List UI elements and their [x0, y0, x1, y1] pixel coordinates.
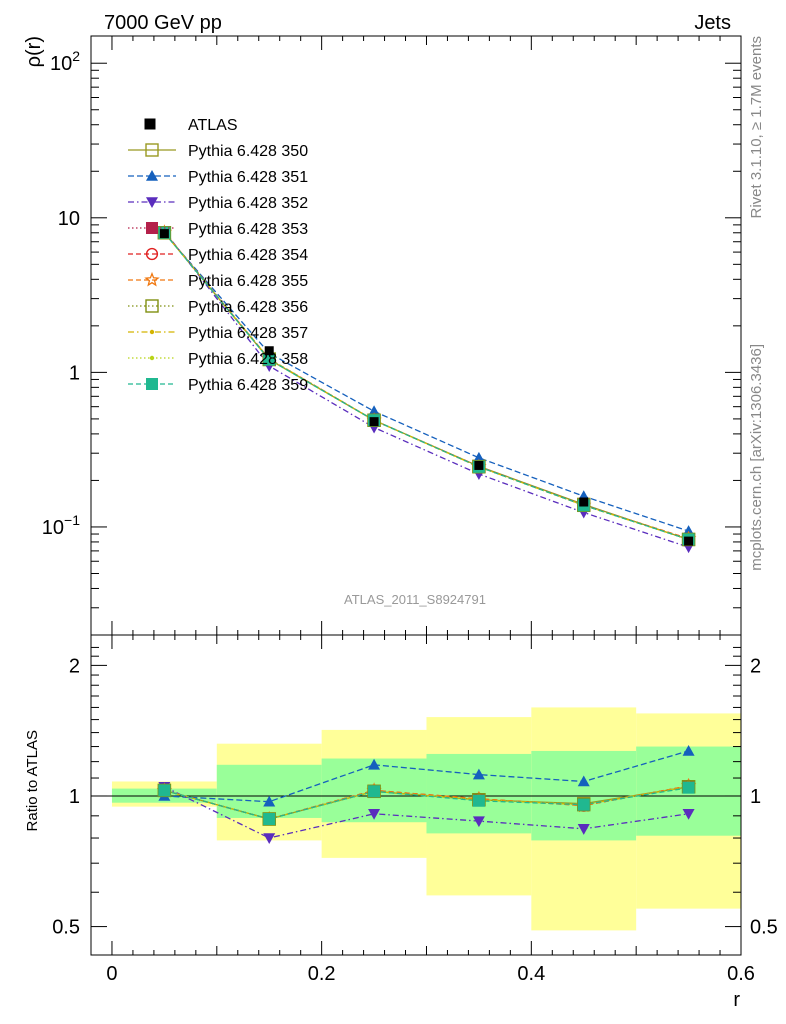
marker: [474, 460, 484, 470]
marker: [682, 781, 695, 794]
legend-label: Pythia 6.428 354: [188, 247, 308, 264]
main-series: [156, 224, 697, 554]
legend-label: Pythia 6.428 350: [188, 143, 308, 160]
marker: [368, 758, 381, 770]
marker: [577, 824, 590, 835]
ratio-y-label: Ratio to ATLAS: [24, 730, 41, 831]
series-line: [163, 232, 689, 541]
marker: [146, 170, 158, 181]
marker: [577, 775, 590, 787]
marker: [263, 353, 276, 366]
y-tick-label: 1: [69, 362, 80, 384]
header-right: Jets: [694, 12, 731, 34]
y-tick-label: 2: [69, 655, 80, 677]
marker: [149, 329, 155, 335]
marker: [145, 299, 159, 313]
legend-label: Pythia 6.428 351: [188, 169, 308, 186]
series-line: [163, 232, 689, 532]
series-line: [164, 787, 689, 820]
legend-label: Pythia 6.428 358: [188, 351, 308, 368]
y-tick-label: 102: [50, 48, 80, 75]
marker: [579, 497, 589, 507]
x-tick-label: 0: [106, 963, 117, 985]
marker: [263, 833, 276, 845]
side-label-top: Rivet 3.1.10, ≥ 1.7M events: [748, 36, 765, 219]
series-line: [164, 750, 689, 803]
legend-label: Pythia 6.428 357: [188, 325, 308, 342]
main-axes: 102 10 1 10−1: [42, 35, 742, 636]
legend-label: Pythia 6.428 355: [188, 273, 308, 290]
ratio-axes: 0 0.2 0.4 0.6 2 2 1 1 0.5 0.5: [52, 634, 778, 985]
y-tick-label-right: 0.5: [750, 917, 778, 939]
marker: [472, 816, 485, 828]
marker: [263, 795, 276, 807]
marker: [146, 378, 158, 390]
legend-label: Pythia 6.428 353: [188, 221, 308, 238]
marker: [577, 798, 590, 811]
marker: [144, 118, 156, 130]
marker: [682, 744, 695, 756]
y-tick-label: 10−1: [42, 512, 80, 539]
marker: [368, 405, 381, 417]
marker: [368, 785, 381, 798]
marker: [144, 271, 160, 287]
marker: [472, 768, 485, 780]
y-tick-label: 0.5: [52, 917, 80, 939]
header-left: 7000 GeV pp: [104, 12, 222, 34]
x-axis-label: r: [733, 989, 740, 1011]
y-tick-label-right: 2: [750, 655, 761, 677]
y-tick-label-right: 1: [750, 786, 761, 808]
watermark: ATLAS_2011_S8924791: [344, 592, 486, 607]
marker: [159, 229, 169, 239]
x-tick-label: 0.4: [517, 963, 545, 985]
x-tick-label: 0.6: [727, 963, 755, 985]
series-line: [164, 786, 689, 839]
side-label-bottom: mcplots.cern.ch [arXiv:1306.3436]: [748, 344, 765, 571]
y-tick-label: 1: [69, 786, 80, 808]
legend-label: Pythia 6.428 356: [188, 299, 308, 316]
legend-label: Pythia 6.428 359: [188, 377, 308, 394]
ratio-frame: [90, 634, 742, 956]
marker: [369, 417, 379, 427]
marker: [145, 143, 159, 157]
marker: [368, 808, 381, 820]
legend: ATLAS Pythia 6.428 350 Pythia 6.428 351 Pyt…: [128, 117, 308, 394]
y-tick-label: 10: [58, 208, 80, 230]
legend-label: ATLAS: [188, 117, 238, 134]
x-tick-label: 0.2: [308, 963, 336, 985]
marker: [158, 784, 171, 797]
marker: [263, 813, 276, 826]
marker: [146, 222, 158, 234]
marker: [264, 346, 274, 356]
marker: [145, 247, 159, 261]
ratio-uncertainty-bands: [111, 707, 741, 931]
marker: [149, 355, 155, 361]
ratio-series: [156, 744, 697, 845]
main-y-label: ρ(r): [23, 36, 45, 67]
marker: [682, 808, 695, 820]
marker: [146, 197, 158, 208]
marker: [684, 536, 694, 546]
legend-label: Pythia 6.428 352: [188, 195, 308, 212]
marker: [472, 794, 485, 807]
marker: [472, 451, 485, 463]
